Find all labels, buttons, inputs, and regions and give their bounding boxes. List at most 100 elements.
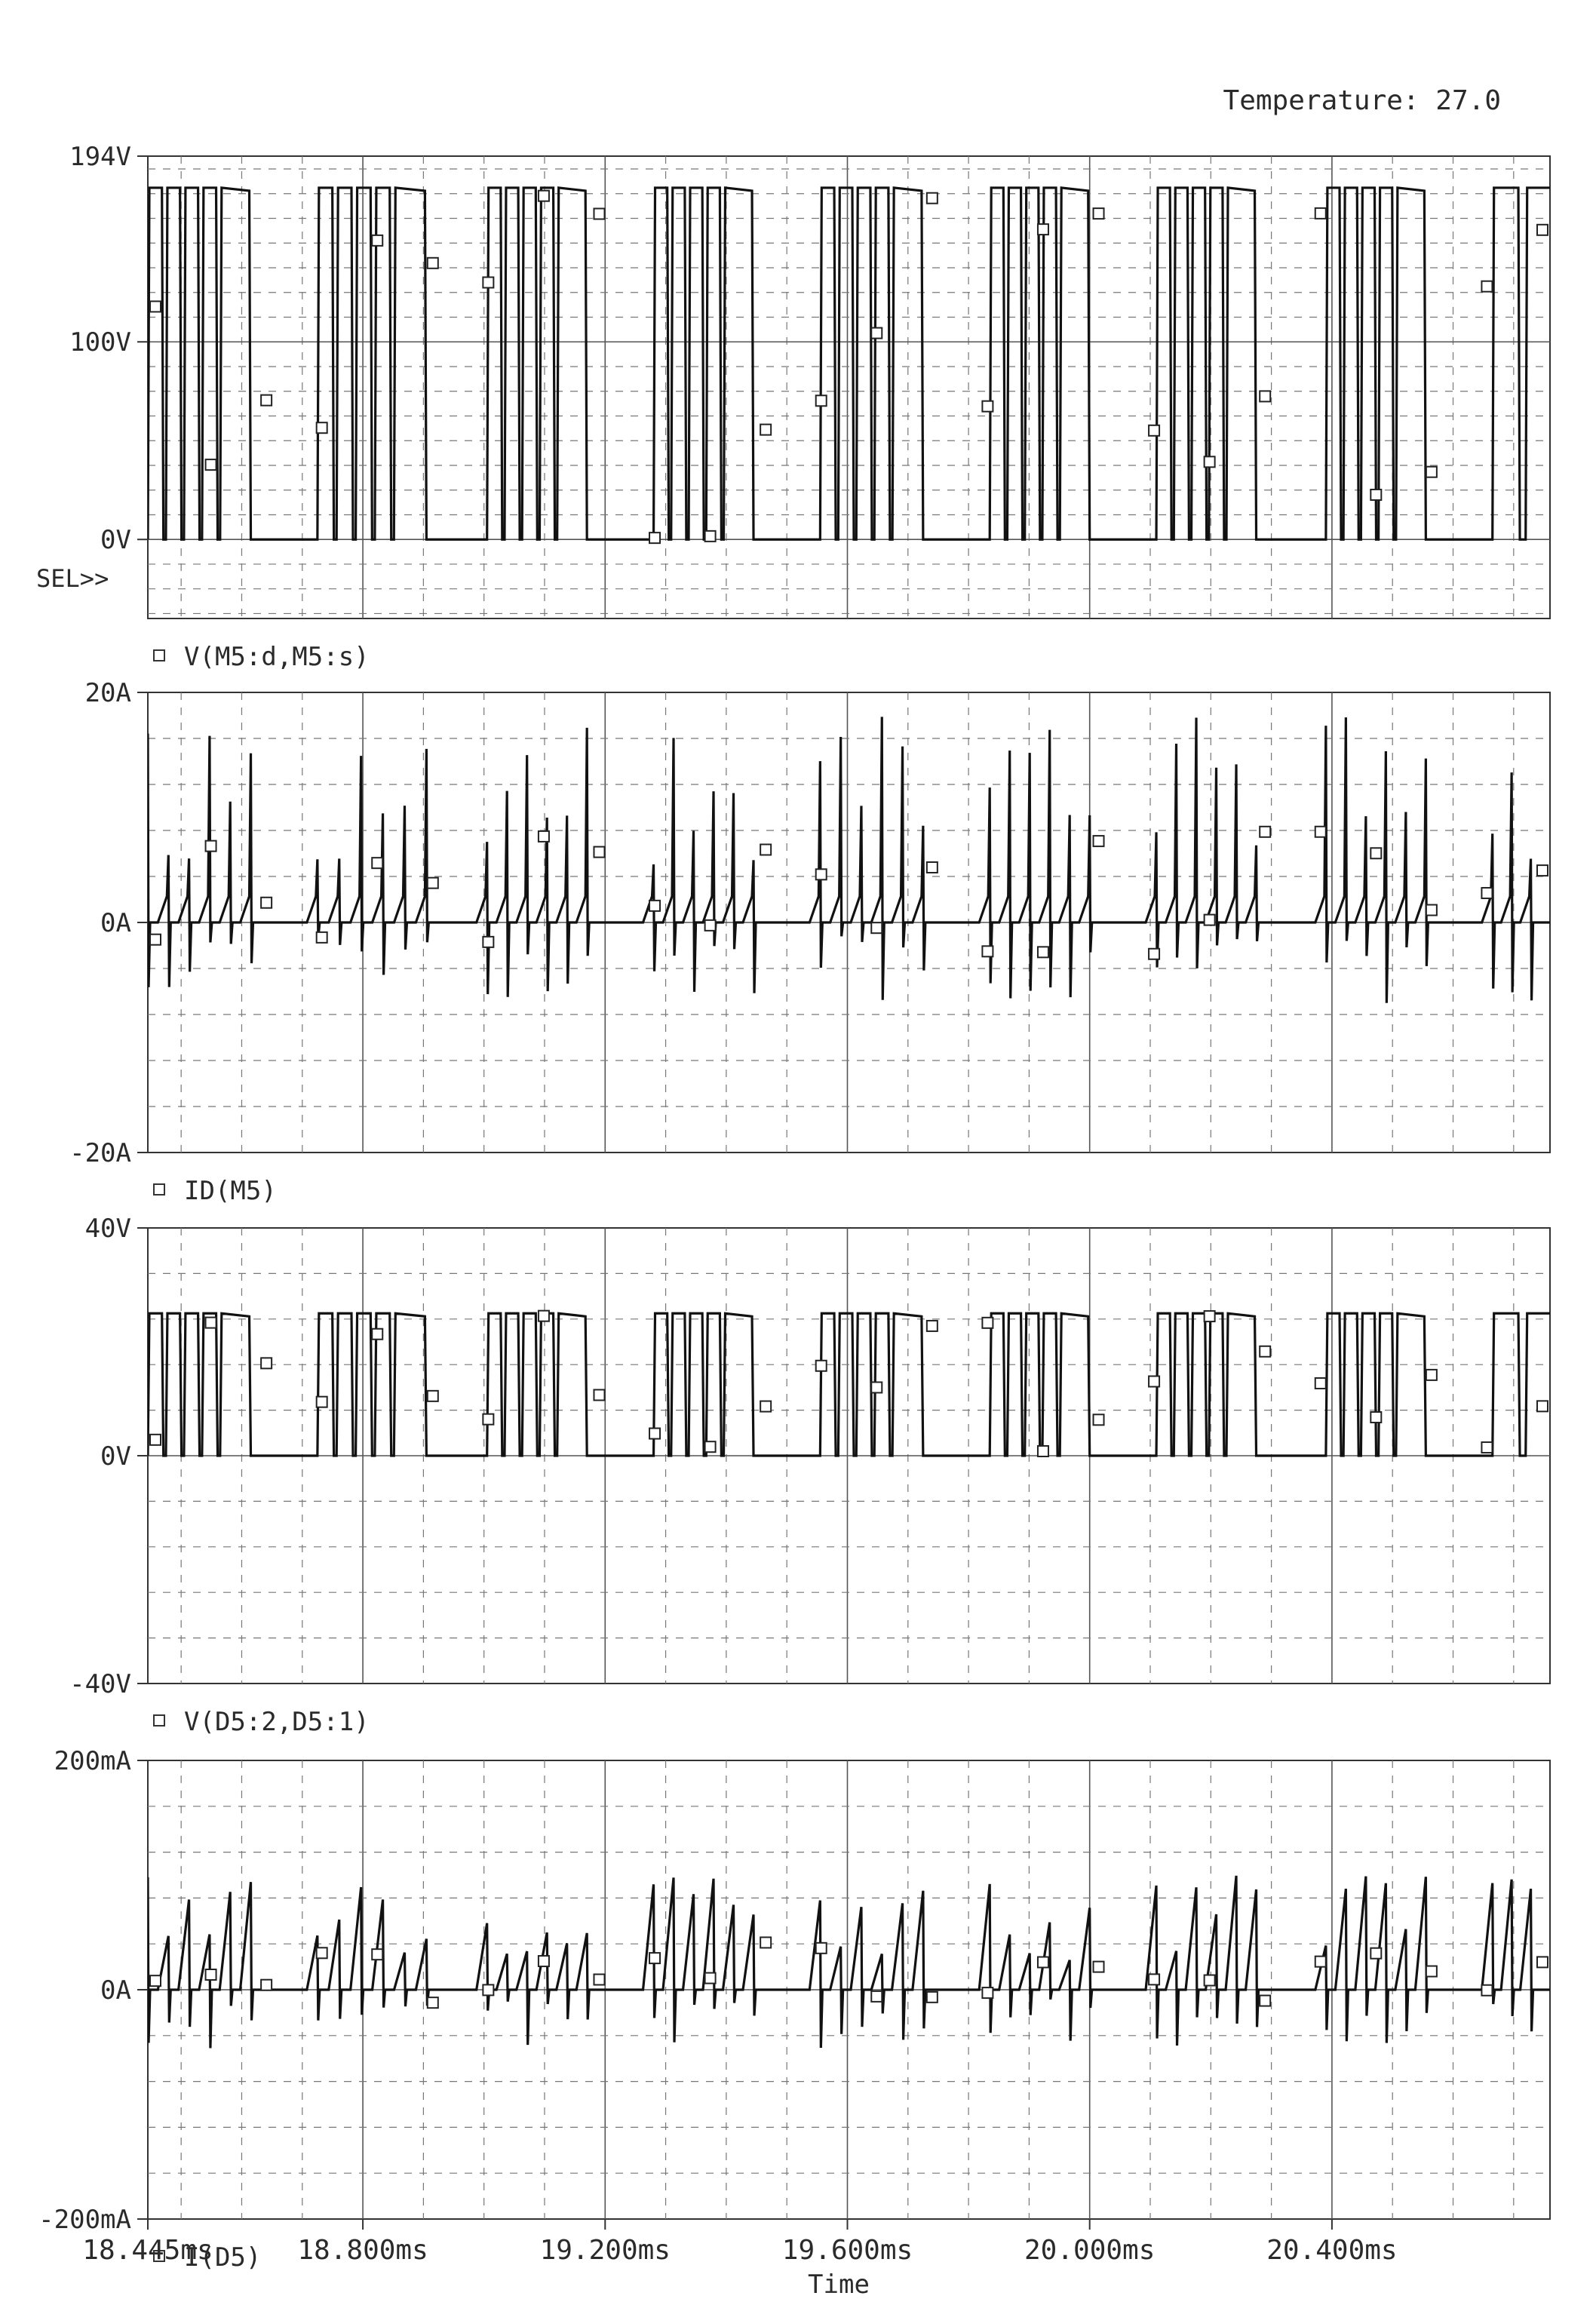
trace-marker bbox=[1092, 1413, 1105, 1426]
trace-marker bbox=[1536, 223, 1548, 236]
trace-marker bbox=[315, 1947, 328, 1960]
trace-marker bbox=[870, 327, 883, 339]
y-tick-label: 20A bbox=[85, 678, 131, 708]
x-tick-label: 20.000ms bbox=[1024, 2235, 1155, 2266]
trace-marker bbox=[1481, 1984, 1493, 1997]
trace-3 bbox=[148, 1309, 1550, 1458]
trace-marker bbox=[204, 1969, 217, 1981]
trace-marker bbox=[149, 933, 161, 946]
y-tick-label: 0V bbox=[100, 525, 131, 555]
trace-marker bbox=[1036, 946, 1049, 959]
trace-marker bbox=[1259, 825, 1272, 838]
y-tick-label: 0A bbox=[100, 908, 131, 938]
trace-4 bbox=[148, 1875, 1550, 2049]
trace-marker bbox=[1314, 1955, 1327, 1968]
trace-marker bbox=[760, 1400, 772, 1413]
trace-marker bbox=[760, 843, 772, 856]
legend-label: V(D5:2,D5:1) bbox=[184, 1707, 370, 1737]
trace-marker bbox=[482, 1413, 495, 1426]
trace-marker bbox=[593, 207, 606, 220]
x-tick-label: 20.400ms bbox=[1266, 2235, 1397, 2266]
y-tick-label: -20A bbox=[69, 1138, 131, 1168]
trace-marker bbox=[925, 192, 938, 204]
trace-marker bbox=[981, 1316, 994, 1329]
trace-marker bbox=[426, 876, 439, 889]
x-tick-label: 18.445ms bbox=[82, 2235, 213, 2266]
trace-marker bbox=[1092, 1960, 1105, 1973]
trace-marker bbox=[149, 300, 161, 313]
trace-marker bbox=[815, 1941, 827, 1954]
trace-marker bbox=[870, 1990, 883, 2003]
trace-2 bbox=[148, 717, 1550, 1003]
trace-marker bbox=[482, 276, 495, 289]
trace-marker bbox=[1148, 1375, 1161, 1388]
trace-marker bbox=[870, 1381, 883, 1394]
trace-marker bbox=[315, 931, 328, 944]
y-tick-label: 200mA bbox=[54, 1746, 131, 1776]
trace-marker bbox=[260, 1978, 273, 1991]
trace-marker bbox=[1148, 947, 1161, 960]
y-tick-label: -200mA bbox=[38, 2205, 131, 2235]
trace-marker bbox=[537, 189, 550, 202]
trace-marker bbox=[925, 1319, 938, 1332]
trace-marker bbox=[371, 234, 384, 247]
trace-marker bbox=[1536, 1400, 1548, 1413]
trace-marker bbox=[1259, 1994, 1272, 2007]
waveform-line bbox=[148, 717, 1550, 1003]
select-marker: SEL>> bbox=[36, 564, 109, 593]
trace-marker bbox=[1092, 207, 1105, 220]
trace-marker bbox=[1314, 207, 1327, 219]
panel-1: 194V 100V 0V V(M5:d,M5:s) bbox=[69, 142, 1551, 672]
legend-label: I(D5) bbox=[184, 2242, 261, 2273]
trace-marker bbox=[149, 1975, 161, 1987]
trace-marker bbox=[1203, 913, 1216, 926]
legend-marker bbox=[153, 649, 165, 661]
trace-marker bbox=[593, 1389, 606, 1401]
trace-marker bbox=[704, 529, 717, 542]
trace-marker bbox=[1092, 835, 1105, 848]
trace-marker bbox=[704, 1441, 717, 1453]
trace-marker bbox=[1481, 280, 1493, 293]
trace-marker bbox=[537, 830, 550, 843]
trace-marker bbox=[482, 1984, 495, 1997]
trace-marker bbox=[760, 1936, 772, 1949]
trace-marker bbox=[925, 861, 938, 874]
x-tick-label: 19.200ms bbox=[540, 2235, 671, 2266]
trace-marker bbox=[1036, 1956, 1049, 1969]
trace-marker bbox=[260, 896, 273, 909]
trace-marker bbox=[704, 919, 717, 932]
legend-label: ID(M5) bbox=[184, 1176, 277, 1206]
trace-marker bbox=[1481, 887, 1493, 900]
trace-marker bbox=[149, 1433, 161, 1446]
trace-marker bbox=[649, 1427, 661, 1440]
trace-marker bbox=[1203, 1974, 1216, 1987]
trace-marker bbox=[760, 423, 772, 436]
trace-marker bbox=[204, 1316, 217, 1329]
trace-marker bbox=[1425, 904, 1438, 916]
trace-marker bbox=[815, 868, 827, 881]
trace-marker bbox=[1259, 1345, 1272, 1358]
legend-marker bbox=[153, 2250, 165, 2262]
trace-marker bbox=[1148, 1973, 1161, 1986]
trace-marker bbox=[1536, 864, 1548, 877]
trace-marker bbox=[1203, 1310, 1216, 1323]
trace-marker bbox=[371, 1327, 384, 1340]
trace-marker bbox=[649, 1952, 661, 1965]
trace-marker bbox=[1036, 1445, 1049, 1458]
waveform-line bbox=[148, 1875, 1550, 2049]
trace-marker bbox=[1425, 1965, 1438, 1978]
trace-marker bbox=[1536, 1956, 1548, 1969]
trace-marker bbox=[815, 394, 827, 407]
trace-marker bbox=[537, 1309, 550, 1322]
trace-marker bbox=[537, 1955, 550, 1968]
trace-marker bbox=[315, 422, 328, 434]
temperature-label: Temperature: 27.0 bbox=[1223, 85, 1501, 116]
trace-marker bbox=[704, 1972, 717, 1984]
legend-marker bbox=[153, 1714, 165, 1726]
y-tick-label: -40V bbox=[69, 1669, 131, 1699]
trace-marker bbox=[204, 839, 217, 852]
trace-marker bbox=[981, 400, 994, 413]
trace-marker bbox=[1314, 1377, 1327, 1389]
trace-marker bbox=[1259, 390, 1272, 403]
panel-2: 20A 0A -20A ID(M5) bbox=[69, 678, 1551, 1206]
